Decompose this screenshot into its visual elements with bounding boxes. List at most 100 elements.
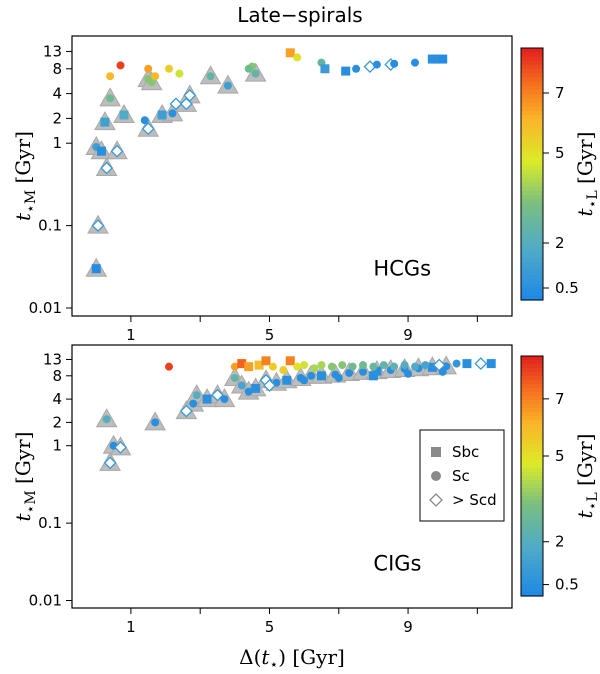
point-circle [230, 373, 239, 382]
colorbar-band [521, 270, 543, 276]
colorbar-band [521, 440, 543, 445]
colorbar-band [521, 496, 543, 501]
colorbar-band [521, 81, 543, 87]
point-square [486, 359, 496, 369]
point-circle [230, 362, 239, 371]
point-circle [151, 72, 160, 81]
point-circle [251, 69, 260, 78]
y-label-unit: [Gyr] [11, 432, 35, 491]
colorbar-frame [520, 355, 544, 597]
colorbar-band [521, 203, 543, 209]
point-square [438, 54, 448, 64]
colorbar-band [521, 416, 543, 421]
y-tick-label: 2 [52, 109, 62, 127]
x-label-sub: ⋆ [269, 657, 278, 673]
colorbar-band [521, 500, 543, 505]
point-circle [268, 362, 277, 371]
colorbar-band [521, 488, 543, 493]
point-circle [345, 368, 354, 377]
point-square [368, 371, 378, 381]
colorbar-band [521, 520, 543, 525]
colorbar-band [521, 140, 543, 146]
colorbar-band [521, 572, 543, 577]
colorbar-band [521, 245, 543, 251]
point-diamond [169, 97, 183, 111]
colorbar-band [521, 165, 543, 171]
colorbar-band [521, 157, 543, 162]
colorbar-band [521, 452, 543, 457]
colorbar-band [521, 132, 543, 137]
point-circle [106, 72, 115, 81]
point-circle [317, 361, 326, 370]
point-circle [421, 361, 430, 370]
point-square [261, 356, 271, 366]
colorbar-band [521, 161, 543, 167]
colorbar-band [521, 102, 543, 108]
point-circle [168, 109, 177, 118]
point-circle [223, 81, 232, 90]
point-square [462, 359, 472, 369]
y-axis-label: t⋆M [Gyr] [11, 131, 39, 221]
colorbar-band [521, 380, 543, 385]
legend: Sbc Sc > Scd [419, 429, 505, 522]
point-circle [338, 361, 347, 370]
point-diamond [263, 379, 276, 392]
colorbar-band [521, 119, 543, 125]
colorbar-band [521, 220, 543, 225]
colorbar-band [521, 540, 543, 545]
y-label-sub: ⋆M [23, 490, 39, 513]
point-circle [165, 362, 174, 371]
colorbar-band [521, 484, 543, 489]
colorbar-band [521, 216, 543, 221]
point-circle [310, 364, 319, 373]
y-tick-label: 13 [43, 350, 62, 368]
point-diamond [211, 388, 224, 402]
colorbar-band [521, 564, 543, 569]
x-tick-label: 9 [403, 326, 413, 344]
point-circle [400, 361, 409, 370]
point-circle [359, 367, 368, 376]
point-circle [404, 369, 413, 378]
colorbar-band [521, 98, 543, 104]
panel-hcgs: 0.01 0.1 1 2 4 813 1 5 9 t⋆M [Gyr] HCGs [11, 35, 513, 344]
colorbar-tick-label: 7 [555, 390, 565, 408]
point-square [341, 66, 351, 76]
colorbar-band [521, 568, 543, 573]
point-square [316, 371, 326, 381]
colorbar-band [521, 190, 543, 196]
point-diamond [103, 456, 117, 470]
point-square [254, 360, 264, 370]
point-circle [300, 376, 309, 385]
colorbar-band [521, 472, 543, 477]
x-tick-label: 5 [265, 618, 275, 636]
point-diamond [141, 122, 155, 136]
x-label-var: t [261, 645, 270, 669]
colorbar-band [521, 207, 543, 213]
colorbar-band [521, 283, 543, 288]
colorbar-band [521, 528, 543, 533]
colorbar-band [521, 592, 543, 597]
point-circle [102, 415, 111, 424]
panel-label: CIGs [373, 552, 421, 576]
point-square [320, 64, 330, 74]
colorbar-band [521, 408, 543, 413]
point-circle [410, 362, 419, 371]
colorbar-band [521, 52, 543, 57]
colorbar-band [521, 560, 543, 565]
colorbar-band [521, 77, 543, 83]
point-square [96, 146, 106, 156]
y-tick-label: 4 [52, 390, 62, 408]
colorbar-band [521, 476, 543, 481]
colorbar-band [521, 372, 543, 377]
x-tick-label: 9 [403, 618, 413, 636]
colorbar-label-unit: [Gyr] [573, 434, 597, 493]
y-label-sub: ⋆M [23, 190, 39, 213]
legend-label: Sc [452, 467, 470, 485]
colorbar-band [521, 111, 543, 116]
colorbar-band [521, 580, 543, 585]
colorbar-tick-label: 5 [555, 447, 565, 465]
x-tick-label: 5 [265, 326, 275, 344]
colorbar-band [521, 576, 543, 581]
colorbar-band [521, 195, 543, 200]
